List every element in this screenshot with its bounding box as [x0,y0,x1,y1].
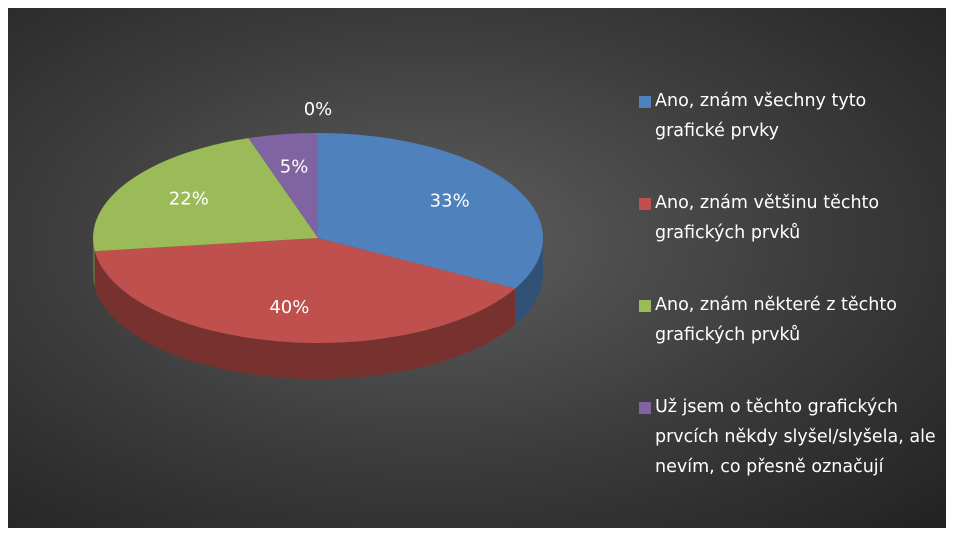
slice [318,133,544,289]
legend-label: Už jsem o těchto grafických prvcích někd… [655,397,936,477]
data-label: 40% [269,297,309,318]
slice-side [93,238,95,288]
legend-item: Ano, znám všechny tyto grafické prvky [633,86,941,146]
legend-label: Ano, znám některé z těchto grafických pr… [655,295,897,345]
slice [93,138,318,252]
legend-swatch [639,198,651,210]
legend-label: Ano, znám všechny tyto grafické prvky [655,91,867,141]
legend-label: Ano, znám většinu těchto grafických prvk… [655,193,880,243]
data-label: 5% [280,156,309,177]
legend-item: Ano, znám většinu těchto grafických prvk… [633,188,941,248]
data-label: 0% [304,99,333,120]
slice-side [515,238,543,325]
legend-swatch [639,402,651,414]
data-label: 22% [169,189,209,210]
slice-side [94,251,516,380]
data-label: 33% [430,191,470,212]
legend-swatch [639,96,651,108]
slice [94,238,516,344]
chart: 33% 40% 22% 5% 0% Ano, znám všechny tyto gra… [8,8,946,528]
legend-item: Už jsem o těchto grafických prvcích někd… [633,392,941,482]
legend-swatch [639,300,651,312]
slice [248,133,318,238]
legend-item: Ano, znám některé z těchto grafických pr… [633,290,941,350]
legend: Ano, znám všechny tyto grafické prvky Ano… [633,86,941,524]
pie-plot: 33% 40% 22% 5% 0% [93,99,544,380]
